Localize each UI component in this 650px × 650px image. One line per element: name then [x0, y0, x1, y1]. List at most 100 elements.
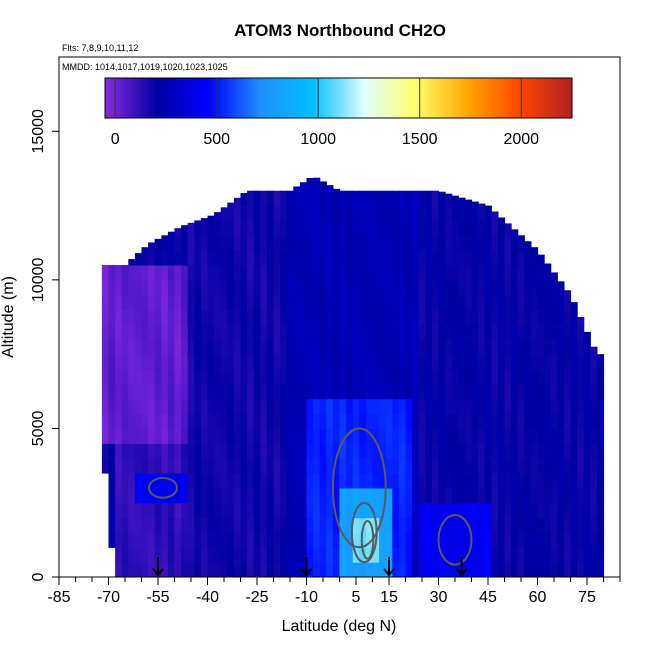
- heatmap-cell: [247, 190, 255, 207]
- heatmap-cell: [590, 369, 598, 385]
- heatmap-cell: [293, 265, 301, 281]
- heatmap-cell: [200, 309, 209, 326]
- heatmap-cell: [154, 309, 162, 326]
- contour-lines: [147, 427, 473, 566]
- heatmap-cell: [148, 443, 156, 459]
- heatmap-cell: [306, 309, 314, 326]
- heatmap-cell: [161, 532, 169, 548]
- heatmap-cell: [418, 517, 426, 534]
- heatmap-cell: [458, 369, 466, 385]
- heatmap-cell: [438, 339, 446, 355]
- heatmap-cell: [200, 562, 209, 577]
- heatmap-cell: [128, 259, 136, 266]
- heatmap-cell: [286, 205, 294, 222]
- heatmap-cell: [227, 458, 235, 474]
- heatmap-cell: [187, 235, 195, 251]
- heatmap-cell: [174, 443, 182, 459]
- heatmap-cell: [220, 547, 228, 563]
- heatmap-cell: [280, 235, 288, 251]
- heatmap-cell: [233, 562, 242, 577]
- heatmap-cell: [451, 562, 459, 577]
- heatmap-cell: [121, 517, 129, 534]
- heatmap-cell: [583, 502, 591, 519]
- heatmap-cell: [590, 517, 598, 534]
- heatmap-cell: [359, 547, 367, 563]
- heatmap-cell: [517, 309, 525, 326]
- heatmap-cell: [200, 383, 209, 400]
- heatmap-cell: [273, 547, 281, 563]
- heatmap-cell: [431, 398, 440, 415]
- heatmap-cell: [379, 205, 387, 222]
- heatmap-cell: [207, 215, 215, 222]
- heatmap-cell: [332, 265, 341, 281]
- heatmap-cell: [161, 369, 169, 385]
- heatmap-cell: [412, 502, 420, 519]
- heatmap-cell: [418, 562, 426, 577]
- heatmap-cell: [431, 354, 440, 370]
- heatmap-cell: [438, 502, 446, 519]
- heatmap-cell: [550, 279, 558, 296]
- heatmap-cell: [544, 398, 552, 415]
- heatmap-cell: [207, 383, 215, 400]
- heatmap-cell: [352, 428, 360, 444]
- heatmap-cell: [128, 339, 136, 355]
- heatmap-cell: [412, 517, 420, 534]
- heatmap-cell: [115, 398, 123, 415]
- heatmap-cell: [445, 354, 453, 370]
- heatmap-cell: [214, 294, 222, 311]
- heatmap-cell: [596, 413, 605, 430]
- heatmap-cell: [293, 220, 301, 236]
- heatmap-cell: [405, 413, 413, 430]
- heatmap-cell: [326, 339, 334, 355]
- heatmap-cell: [108, 398, 116, 415]
- heatmap-cell: [557, 458, 565, 474]
- heatmap-cell: [266, 443, 275, 459]
- heatmap-cell: [484, 294, 492, 311]
- heatmap-cell: [491, 532, 499, 548]
- heatmap-cell: [385, 413, 393, 430]
- heatmap-cell: [504, 428, 512, 444]
- heatmap-cell: [438, 487, 446, 504]
- heatmap-cell: [537, 339, 545, 355]
- heatmap-cell: [161, 294, 169, 311]
- heatmap-cell: [451, 369, 459, 385]
- heatmap-cell: [214, 413, 222, 430]
- heatmap-cell: [101, 458, 110, 474]
- heatmap-cell: [451, 265, 459, 281]
- heatmap-cell: [398, 250, 407, 266]
- heatmap-cell: [115, 532, 123, 548]
- heatmap-cell: [128, 487, 136, 504]
- heatmap-cell: [431, 383, 440, 400]
- heatmap-cell: [293, 205, 301, 222]
- heatmap-cell: [299, 235, 308, 251]
- heatmap-cell: [260, 443, 268, 459]
- heatmap-cell: [458, 354, 466, 370]
- heatmap-cell: [326, 532, 334, 548]
- heatmap-cell: [451, 205, 459, 222]
- heatmap-cell: [497, 294, 506, 311]
- heatmap-cell: [530, 413, 539, 430]
- heatmap-cell: [405, 532, 413, 548]
- heatmap-cell: [431, 265, 440, 281]
- heatmap-cell: [497, 383, 506, 400]
- heatmap-cell: [504, 532, 512, 548]
- heatmap-cell: [484, 562, 492, 577]
- heatmap-cell: [418, 265, 426, 281]
- heatmap-cell: [299, 250, 308, 266]
- heatmap-cell: [141, 473, 149, 489]
- heatmap-cell: [141, 458, 149, 474]
- dates-label: MMDD: 1014,1017,1019,1020,1023,1025: [62, 62, 228, 72]
- heatmap-cell: [273, 220, 281, 236]
- heatmap-cell: [577, 317, 585, 326]
- heatmap-cell: [596, 443, 605, 459]
- heatmap-cell: [405, 517, 413, 534]
- heatmap-cell: [530, 428, 539, 444]
- heatmap-cell: [313, 458, 321, 474]
- contour-line: [147, 476, 178, 499]
- heatmap-cell: [181, 473, 189, 489]
- heatmap-cell: [385, 428, 393, 444]
- heatmap-cell: [266, 309, 275, 326]
- heatmap-cell: [266, 250, 275, 266]
- heatmap-cell: [517, 294, 525, 311]
- heatmap-cell: [596, 458, 605, 474]
